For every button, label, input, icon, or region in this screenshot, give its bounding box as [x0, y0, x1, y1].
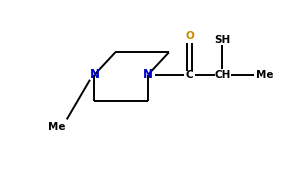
- Text: Me: Me: [48, 122, 65, 132]
- Text: O: O: [185, 31, 194, 41]
- Text: N: N: [143, 68, 153, 81]
- Text: CH: CH: [214, 70, 231, 80]
- Text: SH: SH: [214, 35, 231, 45]
- Text: Me: Me: [256, 70, 273, 80]
- Text: N: N: [89, 68, 100, 81]
- Text: C: C: [186, 70, 193, 80]
